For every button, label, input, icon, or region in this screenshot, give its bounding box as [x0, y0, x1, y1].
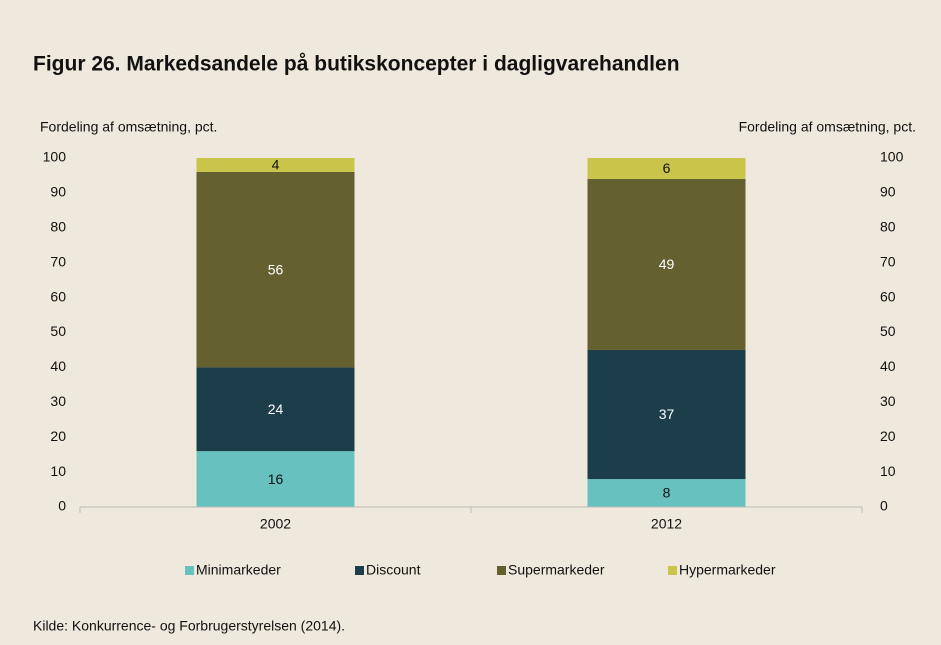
y-tick-label: 100 [43, 149, 67, 165]
y2-tick-label: 30 [880, 393, 896, 409]
y-tick-label: 10 [50, 463, 66, 479]
bar-segment [196, 158, 355, 172]
data-label: 16 [268, 471, 284, 487]
data-label: 49 [659, 256, 675, 272]
y2-tick-label: 0 [880, 498, 888, 514]
data-label: 56 [268, 261, 284, 277]
data-label: 6 [663, 160, 671, 176]
y2-tick-label: 20 [880, 428, 896, 444]
y-tick-label: 40 [50, 358, 66, 374]
y2-tick-label: 70 [880, 253, 896, 269]
y-tick-label: 70 [50, 253, 66, 269]
y-tick-label: 0 [58, 498, 66, 514]
data-label: 24 [268, 401, 284, 417]
y2-tick-label: 50 [880, 323, 896, 339]
chart-title: Figur 26. Markedsandele på butikskoncept… [33, 53, 680, 76]
y-tick-label: 30 [50, 393, 66, 409]
legend-swatch [355, 566, 364, 575]
bar-segment [196, 367, 355, 452]
data-label: 4 [272, 157, 280, 173]
bar-segment [587, 479, 746, 507]
y-tick-label: 60 [50, 288, 66, 304]
y2-tick-label: 60 [880, 288, 896, 304]
y-tick-label: 80 [50, 219, 66, 235]
bar-segment [587, 349, 746, 480]
source-note: Kilde: Konkurrence- og Forbrugerstyrelse… [33, 618, 345, 634]
data-label: 8 [663, 485, 671, 501]
y-tick-label: 50 [50, 323, 66, 339]
y2-tick-label: 10 [880, 463, 896, 479]
legend-label: Supermarkeder [508, 562, 605, 578]
y-tick-label: 90 [50, 184, 66, 200]
y2-tick-label: 100 [880, 149, 904, 165]
y2-tick-label: 90 [880, 184, 896, 200]
bar-segment [196, 451, 355, 507]
y2-tick-label: 80 [880, 219, 896, 235]
y-axis-label: Fordeling af omsætning, pct. [40, 119, 217, 135]
x-tick-label: 2002 [260, 516, 291, 532]
legend-label: Discount [366, 562, 421, 578]
bar-segment [587, 158, 746, 179]
bar-segment [196, 171, 355, 368]
y-tick-label: 20 [50, 428, 66, 444]
legend-swatch [497, 566, 506, 575]
legend-label: Hypermarkeder [679, 562, 776, 578]
legend-label: Minimarkeder [196, 562, 281, 578]
y2-axis-label: Fordeling af omsætning, pct. [739, 119, 916, 135]
data-label: 37 [659, 406, 675, 422]
y2-tick-label: 40 [880, 358, 896, 374]
x-tick-label: 2012 [651, 516, 682, 532]
legend-swatch [668, 566, 677, 575]
bar-segment [587, 178, 746, 350]
legend-swatch [185, 566, 194, 575]
